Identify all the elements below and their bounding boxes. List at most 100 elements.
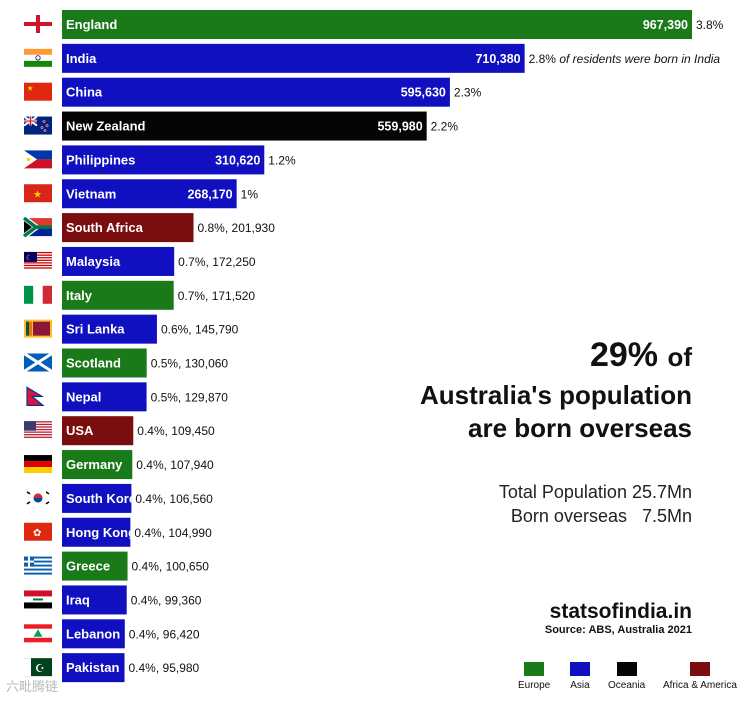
italy-flag-icon bbox=[24, 285, 52, 304]
value-label-china: 595,630 bbox=[401, 86, 446, 100]
value-label-india: 710,380 bbox=[475, 52, 520, 66]
note-label-lebanon: 0.4%, 96,420 bbox=[129, 627, 200, 641]
svg-text:☪: ☪ bbox=[35, 663, 45, 675]
usa-flag-icon bbox=[24, 421, 52, 438]
svg-text:✿: ✿ bbox=[33, 528, 41, 539]
category-label-england: England bbox=[66, 17, 117, 32]
category-label-malaysia: Malaysia bbox=[66, 254, 121, 269]
malaysia-flag-icon: ☾ bbox=[24, 251, 52, 269]
legend-label: Europe bbox=[518, 680, 551, 691]
bar-italy bbox=[62, 280, 174, 310]
germany-flag-icon bbox=[24, 455, 52, 474]
headline-line-2: Australia's population bbox=[420, 380, 692, 410]
bar-greece bbox=[62, 551, 128, 581]
note-label-pakistan: 0.4%, 95,980 bbox=[129, 661, 200, 675]
headline-pct: 29% bbox=[589, 336, 658, 374]
bar-sri-lanka bbox=[62, 314, 157, 344]
note-label-south-korea: 0.4%, 106,560 bbox=[135, 492, 213, 506]
sri-lanka-flag-icon bbox=[24, 319, 52, 338]
category-label-vietnam: Vietnam bbox=[66, 186, 116, 201]
category-label-lebanon: Lebanon bbox=[66, 626, 120, 641]
note-label-germany: 0.4%, 107,940 bbox=[136, 458, 214, 472]
bar-iraq bbox=[62, 585, 127, 615]
legend-item-africa-america: Africa & America bbox=[663, 662, 737, 691]
greece-flag-icon bbox=[24, 556, 52, 575]
category-label-pakistan: Pakistan bbox=[66, 660, 120, 675]
legend-item-asia: Asia bbox=[570, 662, 590, 691]
category-label-iraq: Iraq bbox=[66, 592, 90, 607]
category-label-italy: Italy bbox=[66, 288, 93, 303]
category-label-nepal: Nepal bbox=[66, 389, 101, 404]
south-africa-flag-icon bbox=[22, 215, 52, 239]
bar-hong-kong bbox=[62, 517, 131, 547]
bar-england bbox=[62, 10, 692, 39]
bar-vietnam bbox=[62, 179, 237, 209]
vietnam-flag-icon: ★ bbox=[24, 184, 52, 203]
category-label-philippines: Philippines bbox=[66, 152, 135, 167]
note-label-sri-lanka: 0.6%, 145,790 bbox=[161, 323, 239, 337]
note-label-usa: 0.4%, 109,450 bbox=[137, 424, 215, 438]
value-label-england: 967,390 bbox=[643, 18, 688, 32]
india-flag-icon bbox=[24, 48, 52, 67]
new-zealand-flag-icon bbox=[23, 115, 52, 135]
category-label-new-zealand: New Zealand bbox=[66, 119, 146, 134]
england-flag-icon bbox=[24, 15, 52, 33]
note-label-scotland: 0.5%, 130,060 bbox=[151, 357, 229, 371]
bar-usa bbox=[62, 416, 134, 446]
bar-scotland bbox=[62, 348, 147, 378]
headline-of: of bbox=[667, 342, 692, 372]
category-label-china: China bbox=[66, 85, 103, 100]
category-label-scotland: Scotland bbox=[66, 356, 121, 371]
category-label-india: India bbox=[66, 51, 97, 66]
china-flag-icon: ★ bbox=[24, 82, 52, 101]
legend-item-oceania: Oceania bbox=[608, 662, 645, 691]
pakistan-flag-icon: ☪ bbox=[24, 658, 52, 677]
svg-text:★: ★ bbox=[33, 189, 42, 200]
category-label-hong-kong: Hong Kong bbox=[66, 525, 136, 540]
legend-label: Africa & America bbox=[663, 680, 737, 691]
note-label-china: 2.3% bbox=[454, 86, 482, 100]
scotland-flag-icon bbox=[23, 352, 53, 373]
legend-label: Oceania bbox=[608, 680, 646, 691]
south-korea-flag-icon bbox=[24, 488, 52, 507]
svg-text:★: ★ bbox=[27, 85, 33, 93]
note-label-india: 2.8% of residents were born in India bbox=[529, 52, 721, 66]
born-overseas-stat: Born overseas 7.5Mn bbox=[510, 506, 692, 526]
category-label-south-africa: South Africa bbox=[66, 220, 144, 235]
legend-item-europe: Europe bbox=[518, 662, 550, 691]
legend-swatch bbox=[524, 662, 545, 676]
bar-south-africa bbox=[62, 213, 194, 243]
bar-pakistan bbox=[62, 653, 125, 683]
category-label-south-korea: South Korea bbox=[66, 491, 144, 506]
philippines-flag-icon bbox=[24, 150, 52, 169]
bar-china bbox=[62, 77, 450, 107]
note-label-philippines: 1.2% bbox=[268, 153, 296, 167]
bar-nepal bbox=[62, 382, 147, 412]
value-label-vietnam: 268,170 bbox=[187, 187, 232, 201]
category-label-germany: Germany bbox=[66, 457, 123, 472]
category-label-greece: Greece bbox=[66, 559, 110, 574]
note-label-iraq: 0.4%, 99,360 bbox=[131, 593, 202, 607]
legend-swatch bbox=[689, 662, 710, 676]
category-label-sri-lanka: Sri Lanka bbox=[66, 322, 125, 337]
bar-germany bbox=[62, 450, 133, 480]
note-label-england: 3.8% bbox=[696, 18, 724, 32]
bar-malaysia bbox=[62, 246, 175, 276]
iraq-flag-icon bbox=[24, 590, 52, 609]
brand-name: statsofindia.in bbox=[549, 600, 692, 623]
bar-new-zealand bbox=[62, 111, 427, 141]
legend-swatch bbox=[616, 662, 637, 676]
note-label-italy: 0.7%, 171,520 bbox=[178, 289, 256, 303]
headline-percent: 29% of bbox=[590, 336, 692, 375]
nepal-flag-icon bbox=[26, 386, 45, 406]
value-label-new-zealand: 559,980 bbox=[377, 120, 422, 134]
source-note: Source: ABS, Australia 2021 bbox=[544, 624, 692, 636]
note-label-new-zealand: 2.2% bbox=[431, 120, 459, 134]
watermark: 六毗腾链 bbox=[6, 679, 59, 694]
note-label-malaysia: 0.7%, 172,250 bbox=[178, 255, 256, 269]
note-label-hong-kong: 0.4%, 104,990 bbox=[134, 526, 212, 540]
bar-philippines bbox=[62, 145, 265, 175]
note-label-south-africa: 0.8%, 201,930 bbox=[198, 221, 276, 235]
total-population-stat: Total Population 25.7Mn bbox=[498, 482, 692, 502]
